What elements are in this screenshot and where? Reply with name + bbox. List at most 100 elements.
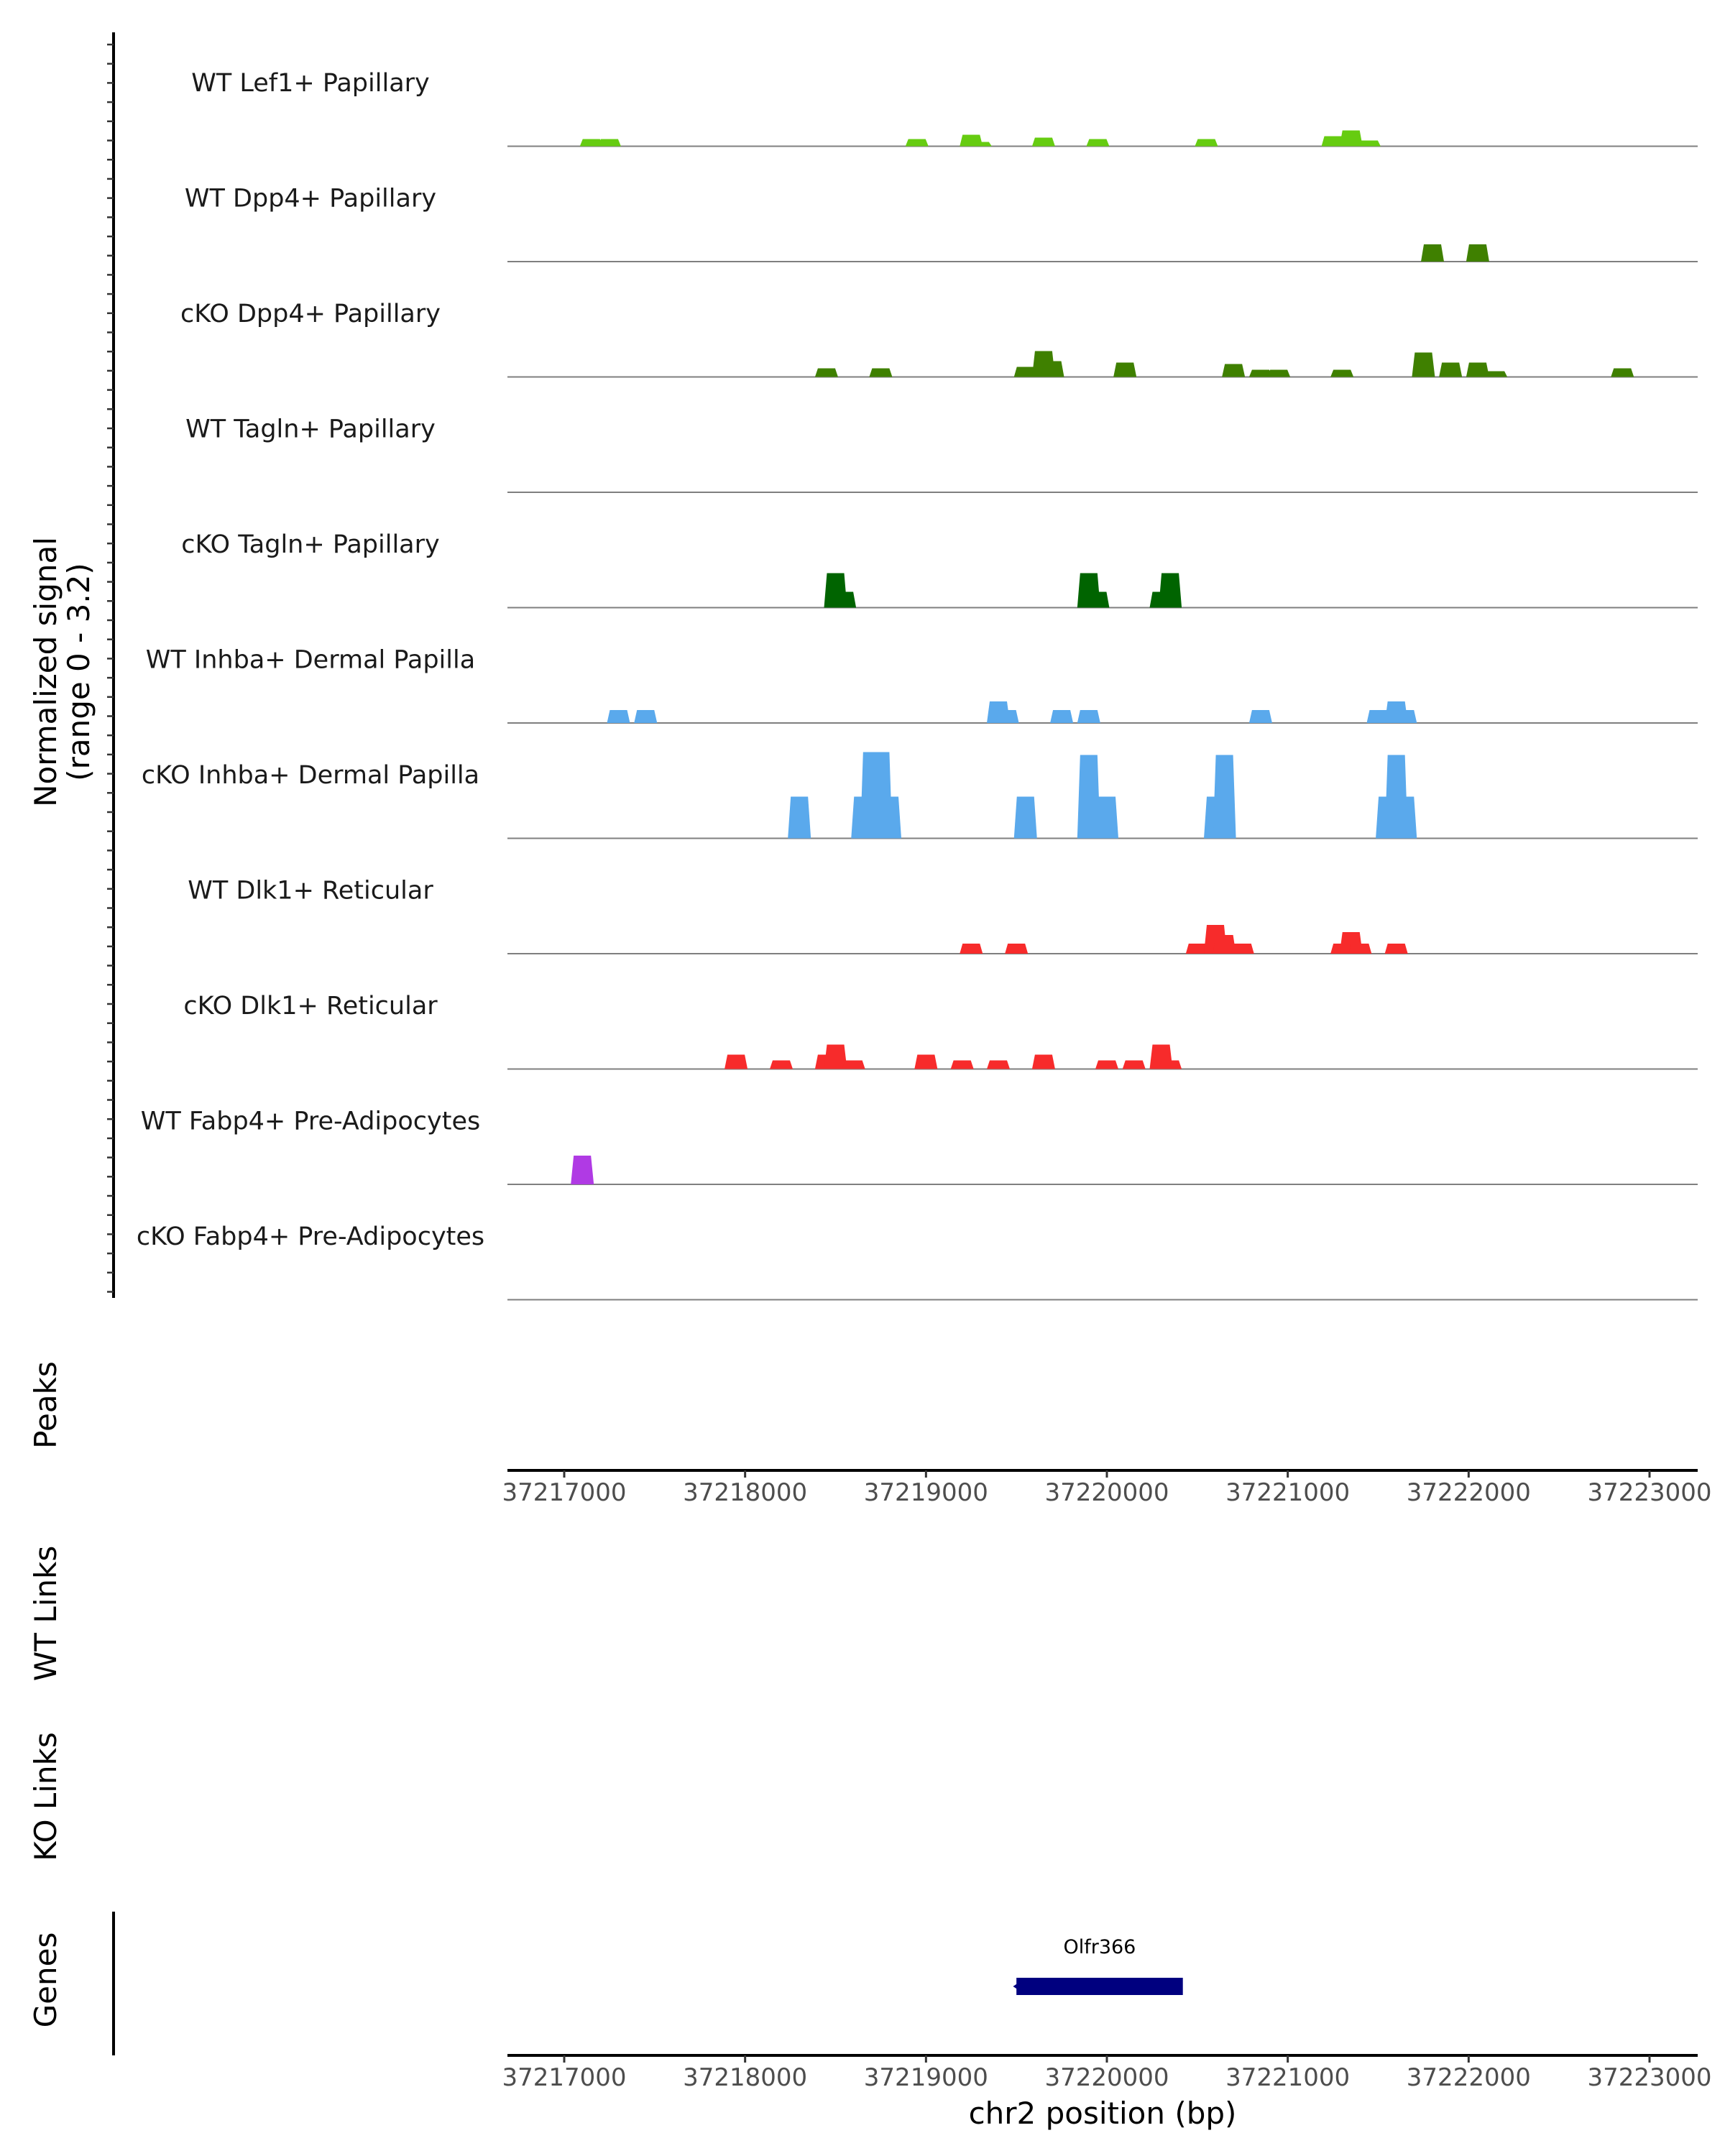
- coverage-peak: [579, 139, 603, 147]
- gene-track: Olfr366: [1013, 1936, 1183, 1995]
- track-label: WT Lef1+ Papillary: [191, 69, 430, 98]
- track-2: WT Dpp4+ Papillary: [185, 185, 1698, 262]
- coverage-peak: [960, 944, 983, 954]
- coverage-peak: [1159, 1060, 1182, 1069]
- coverage-peak: [1013, 796, 1037, 839]
- coverage-peak: [1195, 139, 1218, 147]
- coverage-peak: [1122, 1060, 1146, 1069]
- x-tick-label: 37220000: [1044, 1478, 1169, 1507]
- track-label: WT Fabp4+ Pre-Adipocytes: [141, 1107, 480, 1136]
- coverage-peak: [1222, 364, 1246, 377]
- coverage-peak: [950, 1060, 974, 1069]
- coverage-peak: [634, 710, 658, 723]
- x-tick-label: 37220000: [1044, 2063, 1169, 2092]
- coverage-peak: [1267, 369, 1291, 377]
- track-label: WT Dlk1+ Reticular: [188, 877, 433, 906]
- x-tick-label: 37218000: [683, 2063, 807, 2092]
- coverage-peak: [1005, 944, 1029, 954]
- coverage-peak: [1213, 755, 1236, 839]
- coverage-peak: [1041, 361, 1064, 377]
- coverage-peak: [1213, 935, 1236, 954]
- x-tick-label: 37219000: [864, 2063, 988, 2092]
- coverage-peak: [1050, 710, 1074, 723]
- coverage-peak: [1031, 137, 1055, 147]
- gene-strand-arrow: [1013, 1979, 1025, 1994]
- x-axis-title: chr2 position (bp): [969, 2096, 1237, 2131]
- track-11: cKO Fabp4+ Pre-Adipocytes: [137, 1222, 1698, 1301]
- coverage-peak: [1086, 139, 1110, 147]
- coverage-peak: [1077, 710, 1100, 723]
- coverage-peak: [1159, 573, 1182, 608]
- coverage-peak: [1611, 368, 1634, 377]
- coverage-peak: [597, 139, 621, 147]
- y-title-line: (range 0 - 3.2): [61, 563, 96, 781]
- coverage-peak: [1095, 1060, 1118, 1069]
- coverage-peak: [571, 1156, 594, 1184]
- coverage-peak: [814, 368, 838, 377]
- coverage-peak: [770, 1060, 793, 1069]
- track-7: cKO Inhba+ Dermal Papilla: [142, 752, 1698, 839]
- coverage-peak: [905, 139, 929, 147]
- track-1: WT Lef1+ Papillary: [191, 69, 1698, 147]
- track-8: WT Dlk1+ Reticular: [188, 877, 1698, 954]
- x-tick-label: 37221000: [1225, 2063, 1350, 2092]
- coverage-peak: [914, 1054, 938, 1069]
- coverage-peak: [878, 796, 901, 839]
- coverage-peak: [724, 1054, 748, 1069]
- coverage-peak: [1394, 796, 1417, 839]
- genes-x-ticks: 37217000 37218000 37219000 37220000 37221000…: [502, 2055, 1712, 2092]
- coverage-peak: [1384, 944, 1408, 954]
- coverage-peak: [1339, 130, 1363, 147]
- x-tick-label: 37218000: [683, 1478, 807, 1507]
- coverage-peak: [1330, 369, 1354, 377]
- x-tick-label: 37222000: [1407, 2063, 1531, 2092]
- track-4: WT Tagln+ Papillary: [185, 415, 1698, 493]
- x-tick-label: 37223000: [1587, 2063, 1711, 2092]
- coverage-peak: [842, 1060, 865, 1069]
- coverage-peak: [1412, 352, 1435, 377]
- signal-y-axis-title: Normalized signal(range 0 - 3.2): [28, 537, 96, 807]
- track-10: WT Fabp4+ Pre-Adipocytes: [141, 1107, 1698, 1185]
- coverage-peak: [1321, 136, 1345, 147]
- coverage-peak: [968, 142, 992, 147]
- track-label: cKO Dlk1+ Reticular: [183, 992, 438, 1021]
- x-tick-label: 37222000: [1407, 1478, 1531, 1507]
- track-5: cKO Tagln+ Papillary: [181, 530, 1698, 609]
- coverage-peak: [1466, 362, 1489, 377]
- track-label: WT Dpp4+ Papillary: [185, 185, 436, 213]
- genes-panel-label: Genes: [28, 1932, 63, 2028]
- track-9: cKO Dlk1+ Reticular: [183, 992, 1698, 1070]
- x-tick-label: 37217000: [502, 1478, 626, 1507]
- coverage-peak: [833, 591, 857, 608]
- track-label: cKO Fabp4+ Pre-Adipocytes: [137, 1222, 484, 1251]
- coverage-peak: [1484, 371, 1508, 377]
- track-6: WT Inhba+ Dermal Papilla: [146, 646, 1698, 724]
- x-tick-label: 37223000: [1587, 1478, 1711, 1507]
- coverage-peak: [824, 1044, 847, 1069]
- wt-links-panel-label: WT Links: [28, 1546, 63, 1681]
- x-tick-label: 37217000: [502, 2063, 626, 2092]
- track-3: cKO Dpp4+ Papillary: [180, 300, 1698, 378]
- coverage-peak: [1031, 1054, 1055, 1069]
- coverage-peak: [1394, 710, 1417, 723]
- coverage-peak: [1466, 244, 1489, 262]
- coverage-peak: [869, 368, 893, 377]
- coverage-peak: [1348, 944, 1372, 954]
- coverage-peak: [1086, 591, 1110, 608]
- coverage-tracks: WT Lef1+ Papillary WT Dpp4+ Papillary cKO …: [137, 69, 1698, 1301]
- ko-links-panel-label: KO Links: [28, 1732, 63, 1861]
- x-tick-label: 37219000: [864, 1478, 988, 1507]
- gene-model: Olfr366: [1013, 1936, 1183, 1995]
- coverage-peak: [1366, 710, 1390, 723]
- coverage-peak: [1230, 944, 1254, 954]
- peaks-panel-label: Peaks: [28, 1361, 63, 1449]
- y-title-line: Normalized signal: [28, 537, 63, 807]
- x-tick-label: 37221000: [1225, 1478, 1350, 1507]
- gene-body: [1016, 1978, 1183, 1995]
- peaks-x-ticks: 37217000 37218000 37219000 37220000 37221000…: [502, 1470, 1712, 1507]
- coverage-peak: [788, 796, 811, 839]
- track-label: WT Tagln+ Papillary: [185, 415, 436, 444]
- coverage-peak: [1077, 755, 1100, 839]
